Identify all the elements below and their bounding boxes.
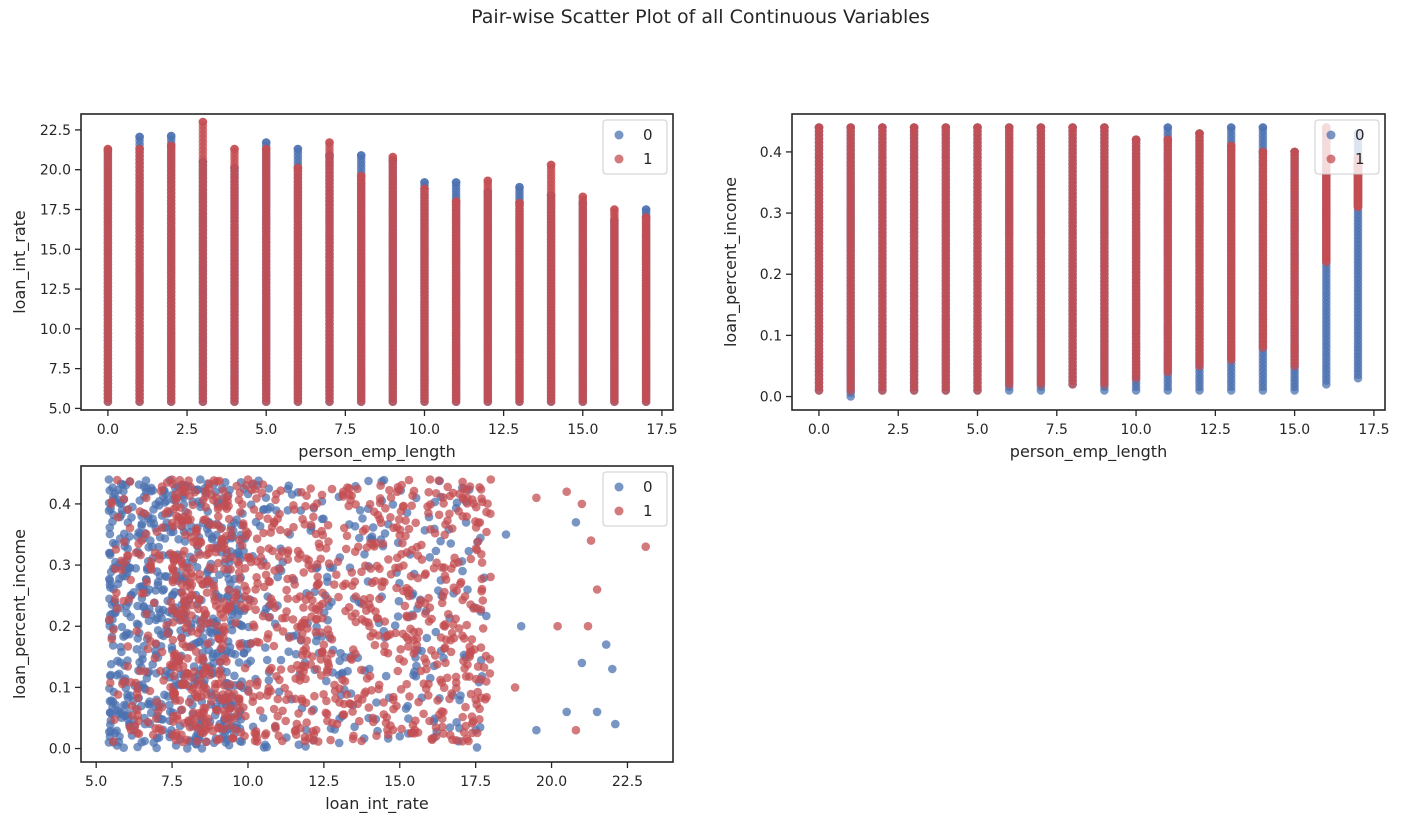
y-tick-label: 17.5: [40, 202, 71, 218]
scatter-panel-emp-length-vs-int-rate: 0.0 2.5 5.0 7.5 10.0 12.5 15.0 17.55.07.510.012…: [10, 113, 678, 462]
x-tick-label: 12.5: [488, 422, 519, 438]
data-point-max: [909, 123, 919, 132]
data-point-max: [325, 138, 334, 147]
data-point-max: [135, 132, 144, 142]
y-tick-label: 7.5: [49, 362, 71, 378]
series-0-points: [103, 131, 651, 407]
legend: 01: [602, 119, 668, 175]
data-point-max: [483, 176, 493, 186]
data-point-max: [941, 123, 951, 132]
y-tick-label: 10.0: [40, 322, 71, 338]
data-point-max: [420, 178, 429, 187]
series-1-points: [814, 123, 1363, 395]
data-point-max: [230, 144, 239, 154]
x-tick-label: 5.0: [255, 422, 277, 438]
data-point-max: [878, 123, 887, 132]
data-point-max: [293, 144, 303, 154]
data-point-max: [1163, 135, 1173, 144]
scatter-panel-emp-length-vs-percent-income: 0.0 2.5 5.0 7.5 10.0 12.5 15.0 17.50.00.10.20.3…: [721, 113, 1389, 462]
figure-title: Pair-wise Scatter Plot of all Continuous…: [471, 6, 930, 28]
y-tick-label: 20.0: [40, 163, 71, 179]
legend-marker-0: [614, 130, 624, 140]
y-axis-label: loan_int_rate: [10, 210, 30, 314]
y-tick-label: 22.5: [40, 123, 71, 139]
legend-marker-1: [614, 154, 624, 164]
data-point-max: [610, 205, 619, 214]
data-point-max: [1258, 123, 1268, 132]
data-point-max: [166, 131, 176, 141]
y-tick-label: 15.0: [40, 242, 71, 258]
data-point-max: [1004, 123, 1014, 132]
data-point-max: [973, 123, 982, 132]
data-point-max: [135, 144, 144, 154]
data-point-max: [388, 152, 398, 162]
data-point-max: [356, 171, 366, 181]
y-tick-label: 12.5: [40, 282, 71, 298]
x-tick-label: 7.5: [334, 422, 356, 438]
data-point-max: [1068, 123, 1077, 132]
axes-frame: [80, 113, 674, 411]
data-point-max: [515, 182, 524, 192]
data-point-max: [1131, 135, 1141, 144]
data-point-max: [1163, 123, 1173, 132]
y-tick-label: 5.0: [49, 401, 71, 417]
legend-label-0: 0: [643, 126, 653, 144]
data-point-max: [846, 123, 855, 132]
data-point-max: [546, 160, 556, 170]
data-point-max: [578, 192, 588, 202]
series-1-points: [103, 117, 651, 407]
data-point-max: [1100, 123, 1109, 132]
data-point-max: [198, 117, 208, 127]
x-tick-label: 17.5: [646, 422, 677, 438]
x-tick-label: 0.0: [97, 422, 119, 438]
series-0-points: [814, 123, 1363, 401]
data-point-max: [293, 163, 303, 173]
data-point-max: [451, 178, 461, 187]
data-point-max: [515, 198, 524, 208]
x-tick-label: 15.0: [567, 422, 598, 438]
x-tick-label: 10.0: [409, 422, 440, 438]
data-point-max: [1226, 141, 1236, 151]
points-layer: [814, 123, 1363, 401]
data-point-max: [166, 141, 176, 151]
points-layer: [103, 117, 651, 407]
data-point-max: [814, 123, 824, 132]
data-point-max: [420, 184, 429, 194]
data-point-max: [1036, 123, 1046, 132]
data-point-max: [261, 144, 271, 154]
data-point-max: [451, 197, 461, 206]
data-point-max: [1226, 123, 1236, 132]
data-point-max: [1195, 129, 1204, 138]
legend-label-1: 1: [643, 150, 653, 168]
data-point-max: [103, 144, 113, 154]
data-point-max: [641, 213, 651, 222]
data-point-max: [641, 205, 651, 214]
data-point-max: [261, 138, 271, 147]
x-tick-label: 2.5: [176, 422, 198, 438]
data-point-max: [356, 151, 366, 160]
x-axis-label: person_emp_length: [298, 442, 455, 462]
